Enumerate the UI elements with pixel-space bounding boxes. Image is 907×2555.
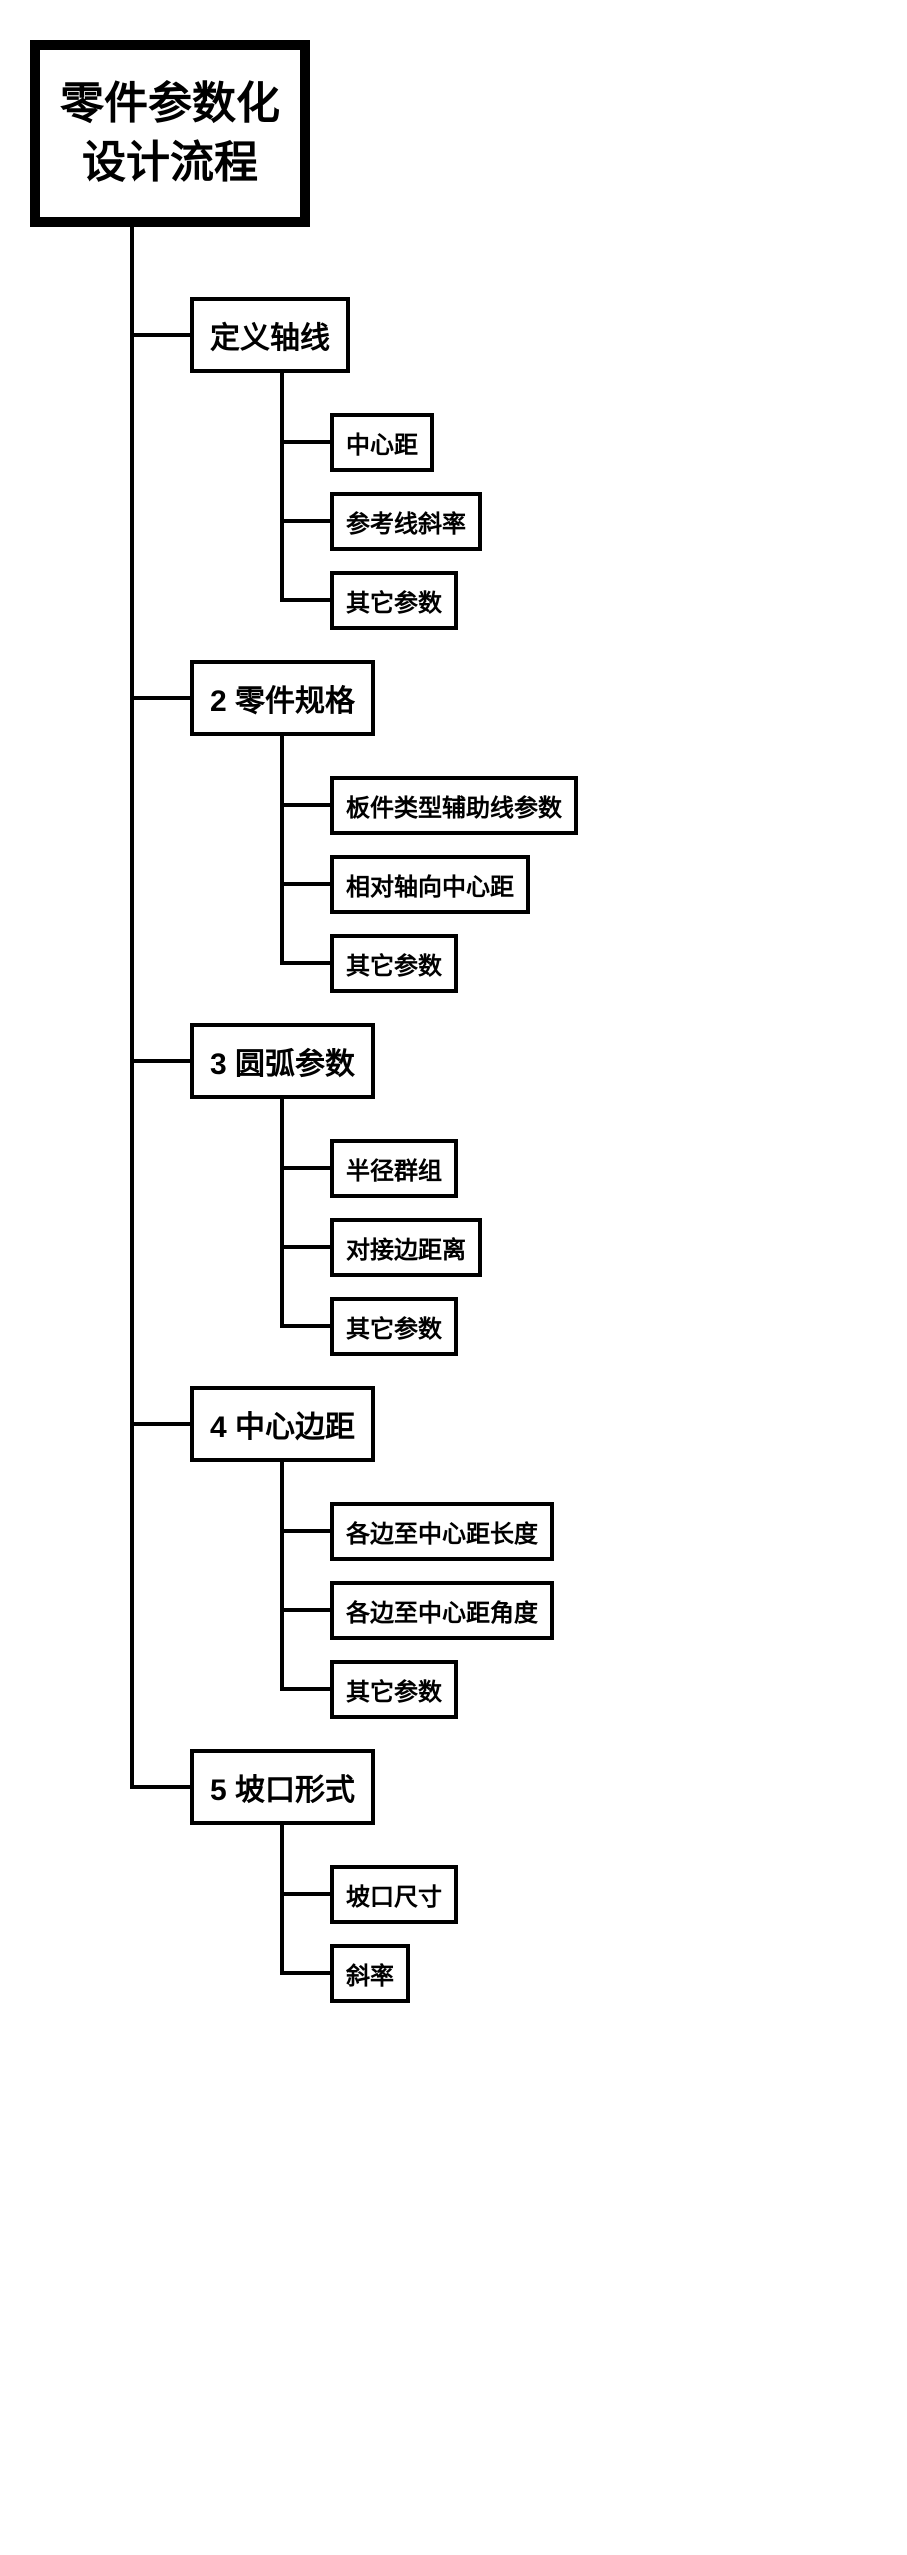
sub-item: 其它参数 (280, 1640, 887, 1719)
parent-connector (280, 373, 887, 393)
sub-hline (280, 961, 330, 965)
parent-node: 4 中心边距 (190, 1386, 375, 1462)
sub-item: 斜率 (280, 1924, 887, 2003)
sub-hline (280, 598, 330, 602)
sub-hline (280, 882, 330, 886)
parent-connector (280, 736, 887, 756)
parent-node: 定义轴线 (190, 297, 350, 373)
child-node: 各边至中心距长度 (330, 1502, 554, 1561)
parent-vline (280, 1825, 284, 1845)
sub-hline (280, 803, 330, 807)
sub-container: 半径群组对接边距离其它参数 (280, 1119, 887, 1356)
sub-item: 对接边距离 (280, 1198, 887, 1277)
sub-hline (280, 519, 330, 523)
child-node: 其它参数 (330, 571, 458, 630)
sub-hline (280, 1245, 330, 1249)
child-node: 坡口尺寸 (330, 1865, 458, 1924)
child-node: 对接边距离 (330, 1218, 482, 1277)
sub-item: 各边至中心距角度 (280, 1561, 887, 1640)
sub-hline (280, 1971, 330, 1975)
sub-container: 板件类型辅助线参数相对轴向中心距其它参数 (280, 756, 887, 993)
sub-hline (280, 1687, 330, 1691)
sub-hline (280, 1166, 330, 1170)
branch-item: 2 零件规格板件类型辅助线参数相对轴向中心距其它参数 (130, 630, 887, 993)
sub-hline (280, 1324, 330, 1328)
root-vline (130, 227, 134, 267)
child-node: 半径群组 (330, 1139, 458, 1198)
parent-vline (280, 736, 284, 756)
branch-container: 定义轴线中心距参考线斜率其它参数2 零件规格板件类型辅助线参数相对轴向中心距其它… (130, 267, 887, 2003)
sub-hline (280, 1529, 330, 1533)
sub-hline (280, 440, 330, 444)
branch-hline (130, 1785, 190, 1789)
child-node: 参考线斜率 (330, 492, 482, 551)
child-node: 中心距 (330, 413, 434, 472)
root-line2: 设计流程 (60, 133, 280, 192)
parent-vline (280, 1099, 284, 1119)
parent-connector (280, 1099, 887, 1119)
sub-container: 坡口尺寸斜率 (280, 1845, 887, 2003)
child-node: 其它参数 (330, 1660, 458, 1719)
sub-item: 其它参数 (280, 1277, 887, 1356)
child-node: 斜率 (330, 1944, 410, 2003)
branch-hline (130, 333, 190, 337)
sub-item: 半径群组 (280, 1119, 887, 1198)
sub-item: 中心距 (280, 393, 887, 472)
root-node: 零件参数化 设计流程 (30, 40, 310, 227)
parent-connector (280, 1462, 887, 1482)
child-node: 其它参数 (330, 1297, 458, 1356)
branch-hline (130, 1059, 190, 1063)
child-node: 板件类型辅助线参数 (330, 776, 578, 835)
branch-hline (130, 1422, 190, 1426)
sub-item: 其它参数 (280, 914, 887, 993)
child-node: 其它参数 (330, 934, 458, 993)
parent-vline (280, 373, 284, 393)
sub-item: 板件类型辅助线参数 (280, 756, 887, 835)
sub-item: 坡口尺寸 (280, 1845, 887, 1924)
sub-item: 其它参数 (280, 551, 887, 630)
parent-node: 3 圆弧参数 (190, 1023, 375, 1099)
branch-item: 4 中心边距各边至中心距长度各边至中心距角度其它参数 (130, 1356, 887, 1719)
sub-item: 相对轴向中心距 (280, 835, 887, 914)
branch-item: 3 圆弧参数半径群组对接边距离其它参数 (130, 993, 887, 1356)
parent-node: 5 坡口形式 (190, 1749, 375, 1825)
tree-diagram: 零件参数化 设计流程 定义轴线中心距参考线斜率其它参数2 零件规格板件类型辅助线… (20, 40, 887, 2003)
sub-container: 各边至中心距长度各边至中心距角度其它参数 (280, 1482, 887, 1719)
branch-item: 定义轴线中心距参考线斜率其它参数 (130, 267, 887, 630)
sub-hline (280, 1608, 330, 1612)
sub-hline (280, 1892, 330, 1896)
branch-hline (130, 696, 190, 700)
root-line1: 零件参数化 (60, 74, 280, 133)
sub-item: 各边至中心距长度 (280, 1482, 887, 1561)
sub-item: 参考线斜率 (280, 472, 887, 551)
parent-connector (280, 1825, 887, 1845)
branch-item: 5 坡口形式坡口尺寸斜率 (130, 1719, 887, 2003)
child-node: 各边至中心距角度 (330, 1581, 554, 1640)
sub-container: 中心距参考线斜率其它参数 (280, 393, 887, 630)
child-node: 相对轴向中心距 (330, 855, 530, 914)
parent-node: 2 零件规格 (190, 660, 375, 736)
parent-vline (280, 1462, 284, 1482)
root-connector (130, 227, 887, 267)
